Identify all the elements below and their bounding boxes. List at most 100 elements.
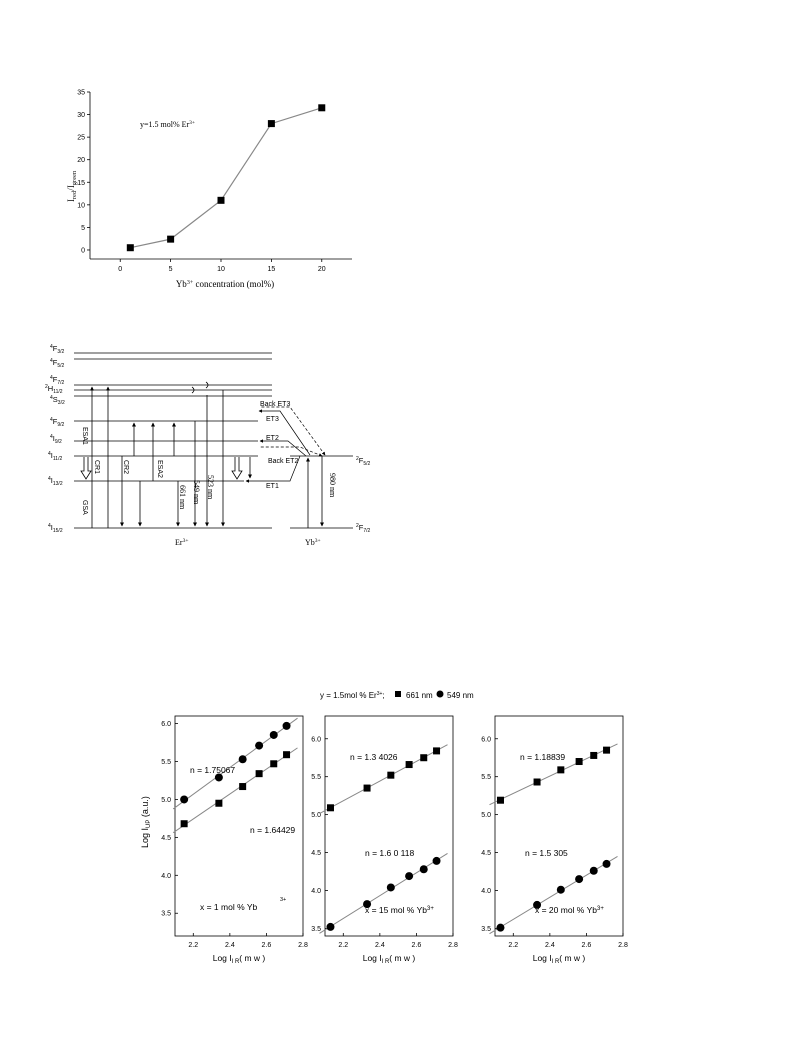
- point-661nm: [603, 746, 611, 754]
- excitation-arrows: [90, 386, 176, 528]
- power-y-tick-label: 6.0: [161, 721, 171, 728]
- fit-line-549nm: [489, 855, 618, 935]
- fit-line-549nm: [319, 852, 448, 934]
- svg-text:4F5/2: 4F5/2: [50, 358, 65, 369]
- point-549nm: [432, 856, 441, 865]
- concentration-label: x = 1 mol % Yb: [200, 902, 258, 912]
- er-level-labels: 4F3/2 4F5/2 4F7/2 2H11/2 4S3/2 4F9/2 4I9…: [45, 344, 65, 534]
- point-549nm: [589, 866, 598, 875]
- power-y-tick-label: 5.0: [161, 797, 171, 804]
- power-y-tick-label: 3.5: [481, 926, 491, 933]
- ratio-y-tick-label: 30: [77, 112, 85, 119]
- ratio-x-tick-label: 5: [169, 266, 173, 273]
- yb-transition-arrows: [306, 456, 324, 528]
- emission-labels: 661 nm 549 nm 523 nm 980 nm: [178, 473, 337, 510]
- svg-text:661 nm: 661 nm: [178, 485, 187, 510]
- svg-text:ESA1: ESA1: [81, 427, 88, 445]
- fit-line-549nm: [172, 717, 298, 810]
- slope-label-549nm: n = 1.6 0 118: [365, 848, 415, 858]
- power-panel-frame: [174, 715, 304, 937]
- power-x-tick-label: 2.2: [508, 942, 518, 949]
- point-661nm: [363, 784, 371, 792]
- point-661nm: [405, 761, 413, 769]
- power-x-tick-label: 2.2: [188, 942, 198, 949]
- power-panel-frame: [324, 715, 454, 937]
- power-x-tick-label: 2.6: [582, 942, 592, 949]
- svg-text:2F7/2: 2F7/2: [356, 523, 371, 534]
- svg-text:4F3/2: 4F3/2: [50, 344, 65, 355]
- svg-text:CR1: CR1: [93, 460, 100, 474]
- slope-label-661nm: n = 1.3 4026: [350, 752, 398, 762]
- ratio-data-point: [217, 196, 225, 204]
- svg-text:ET3: ET3: [266, 416, 279, 423]
- svg-text:4S3/2: 4S3/2: [50, 395, 65, 406]
- point-549nm: [602, 859, 611, 868]
- svg-text:549 nm: 549 nm: [192, 480, 201, 505]
- ratio-y-tick-label: 10: [77, 202, 85, 209]
- fit-line-661nm: [172, 747, 298, 834]
- ratio-data-point: [167, 235, 175, 243]
- svg-text:4I13/2: 4I13/2: [48, 476, 63, 487]
- point-661nm: [533, 778, 541, 786]
- energy-transfer-arrows: [245, 406, 326, 483]
- pump-wavelength-label: 980 nm: [328, 473, 337, 498]
- point-661nm: [433, 747, 441, 755]
- power-legend-prefix: y = 1.5mol % Er3+;: [320, 691, 385, 700]
- power-y-tick-label: 4.5: [481, 850, 491, 857]
- svg-text:4I15/2: 4I15/2: [48, 523, 63, 534]
- power-x-tick-label: 2.4: [375, 942, 385, 949]
- power-y-tick-label: 3.5: [311, 926, 321, 933]
- point-661nm: [239, 783, 247, 791]
- svg-text:Back ET3: Back ET3: [260, 401, 290, 408]
- ratio-x-tick-label: 0: [118, 266, 122, 273]
- point-549nm: [575, 875, 584, 884]
- svg-text:2F5/2: 2F5/2: [356, 456, 371, 467]
- svg-text:523 nm: 523 nm: [206, 475, 215, 500]
- power-y-tick-label: 4.5: [311, 850, 321, 857]
- point-549nm: [326, 922, 335, 931]
- point-661nm: [575, 758, 583, 766]
- power-panel: 3.5 4.0 4.5 5.0 5.5 6.0 2.2 2.4 2.6 2.8 n = 1.6 0 …: [311, 715, 458, 965]
- energy-transfer-labels: Back ET3 ET3 ET2 Back ET2 ET1: [260, 401, 298, 490]
- ratio-chart-y-ticks: 0 5 10 15 20 25 30 35: [77, 90, 90, 254]
- point-661nm: [283, 751, 291, 759]
- ratio-x-tick-label: 10: [217, 266, 225, 273]
- legend-circle-label: 549 nm: [447, 691, 474, 700]
- power-x-tick-label: 2.4: [545, 942, 555, 949]
- point-549nm: [255, 741, 264, 750]
- svg-text:CR2: CR2: [122, 460, 129, 474]
- legend-square-label: 661 nm: [406, 691, 433, 700]
- power-x-tick-label: 2.6: [262, 942, 272, 949]
- point-549nm: [282, 721, 291, 730]
- power-dependence-chart: y = 1.5mol % Er3+; 661 nm 549 nm 3.5 4.0 4…: [140, 690, 628, 965]
- point-661nm: [496, 796, 504, 804]
- svg-text:Back ET2: Back ET2: [268, 458, 298, 465]
- power-y-tick-label: 5.5: [161, 759, 171, 766]
- power-panel-frame: [494, 715, 624, 937]
- yb-level-labels: 2F5/2 2F7/2: [356, 456, 371, 534]
- relaxation-arrows: [80, 457, 252, 480]
- power-y-tick-label: 4.0: [161, 873, 171, 880]
- concentration-label: x = 20 mol % Yb3+: [535, 905, 604, 915]
- energy-level-diagram: 4F3/2 4F5/2 4F7/2 2H11/2 4S3/2 4F9/2 4I9…: [45, 344, 371, 547]
- point-549nm: [180, 795, 189, 804]
- point-549nm: [363, 900, 372, 909]
- point-661nm: [387, 771, 395, 779]
- svg-text:Yb3+: Yb3+: [305, 538, 321, 547]
- svg-text:Er3+: Er3+: [175, 538, 188, 547]
- ratio-y-tick-label: 35: [77, 90, 85, 97]
- slope-label-661nm: n = 1.64429: [250, 825, 295, 835]
- point-661nm: [326, 804, 334, 812]
- point-549nm: [269, 730, 278, 739]
- power-x-tick-label: 2.2: [338, 942, 348, 949]
- process-labels: GSA ESA1 CR1 CR2 ESA2: [81, 427, 163, 515]
- emission-arrows: [120, 381, 225, 527]
- power-x-axis-label: Log II R( m w ): [363, 953, 416, 965]
- power-panel: 3.5 4.0 4.5 5.0 5.5 6.0 2.2 2.4 2.6 2.8 n = 1.5 30…: [481, 715, 628, 965]
- power-y-tick-label: 5.5: [481, 774, 491, 781]
- legend-square-marker: [395, 691, 401, 697]
- legend-circle-marker: [436, 690, 444, 698]
- svg-text:4F9/2: 4F9/2: [50, 417, 65, 428]
- svg-text:GSA: GSA: [81, 500, 88, 515]
